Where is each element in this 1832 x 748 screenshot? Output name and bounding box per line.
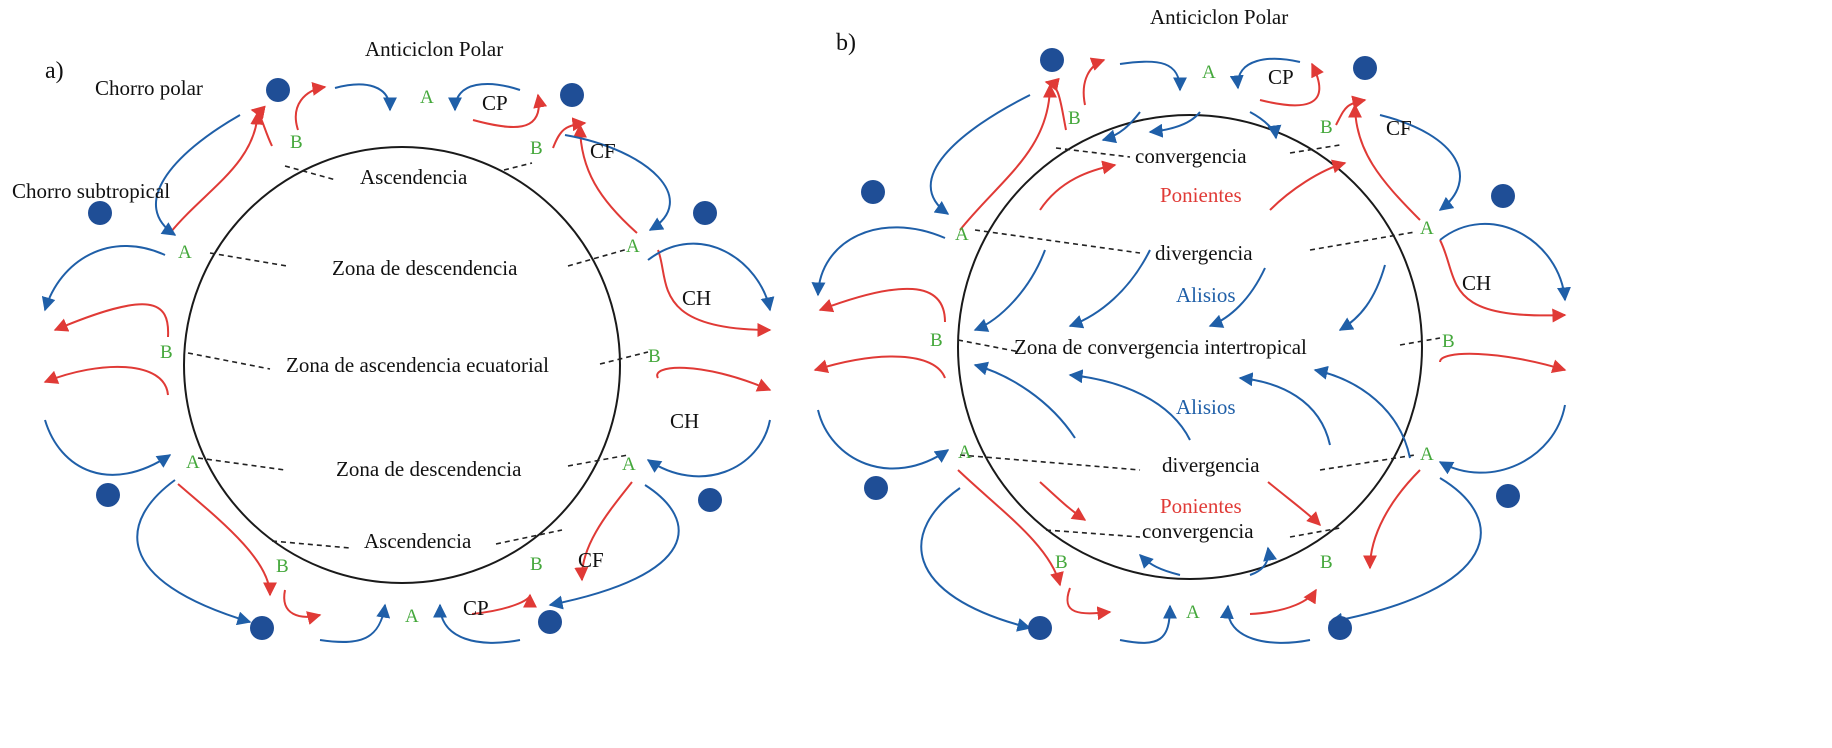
- jet-marker-icon: [1028, 616, 1052, 640]
- jet-marker-icon: [560, 83, 584, 107]
- jet-markers-b: [861, 48, 1520, 640]
- polar-jet-label: Chorro polar: [95, 76, 203, 100]
- pressure-labels-a: A B B A A B B A A B B A: [160, 87, 661, 627]
- high-pressure-label: A: [955, 224, 969, 245]
- high-pressure-label: A: [622, 454, 636, 475]
- low-pressure-label: B: [290, 132, 303, 153]
- subtropical-jet-label: Chorro subtropical: [12, 179, 170, 203]
- jet-marker-icon: [698, 488, 722, 512]
- jet-marker-icon: [1496, 484, 1520, 508]
- low-pressure-label: B: [1320, 117, 1333, 138]
- latitude-dashes-a: [187, 162, 649, 549]
- panel-b: b): [811, 5, 1571, 644]
- cell-cf-label: CF: [590, 139, 616, 163]
- jet-marker-icon: [1491, 184, 1515, 208]
- jet-marker-icon: [1353, 56, 1377, 80]
- convergence-label: convergencia: [1135, 144, 1247, 168]
- jet-marker-icon: [96, 483, 120, 507]
- jet-marker-icon: [250, 616, 274, 640]
- high-pressure-label: A: [958, 442, 972, 463]
- blue-flow-a: [41, 83, 775, 644]
- low-pressure-label: B: [1320, 552, 1333, 573]
- westerlies-label: Ponientes: [1160, 183, 1242, 207]
- globe-a: [183, 146, 621, 584]
- cell-ch-label: CH: [682, 286, 711, 310]
- cell-cp-label: CP: [463, 596, 489, 620]
- high-pressure-label: A: [1420, 218, 1434, 239]
- cell-cp-label: CP: [482, 91, 508, 115]
- cell-cf-label: CF: [578, 548, 604, 572]
- divergence-label: divergencia: [1155, 241, 1253, 265]
- jet-marker-icon: [864, 476, 888, 500]
- descent-zone-label: Zona de descendencia: [336, 457, 522, 481]
- low-pressure-label: B: [160, 342, 173, 363]
- cell-ch-label: CH: [1462, 271, 1491, 295]
- westerlies-label: Ponientes: [1160, 494, 1242, 518]
- latitude-dashes-b: [957, 144, 1441, 538]
- high-pressure-label: A: [1202, 62, 1216, 83]
- high-pressure-label: A: [178, 242, 192, 263]
- jet-marker-icon: [266, 78, 290, 102]
- low-pressure-label: B: [1442, 331, 1455, 352]
- cell-cf-label: CF: [1386, 116, 1412, 140]
- panel-a-tag: a): [45, 58, 64, 84]
- ascent-label: Ascendencia: [364, 529, 472, 553]
- low-pressure-label: B: [930, 330, 943, 351]
- cell-ch-label: CH: [670, 409, 699, 433]
- jet-marker-icon: [861, 180, 885, 204]
- descent-zone-label: Zona de descendencia: [332, 256, 518, 280]
- jet-marker-icon: [1328, 616, 1352, 640]
- trades-label: Alisios: [1176, 395, 1236, 419]
- low-pressure-label: B: [276, 556, 289, 577]
- convergence-label: convergencia: [1142, 519, 1254, 543]
- low-pressure-label: B: [530, 554, 543, 575]
- anticyclone-label: Anticiclon Polar: [1150, 5, 1288, 29]
- trades-label: Alisios: [1176, 283, 1236, 307]
- low-pressure-label: B: [1068, 108, 1081, 129]
- panel-a: a): [12, 37, 775, 644]
- ascent-label: Ascendencia: [360, 165, 468, 189]
- jet-markers-a: [88, 78, 722, 640]
- high-pressure-label: A: [186, 452, 200, 473]
- high-pressure-label: A: [420, 87, 434, 108]
- divergence-label: divergencia: [1162, 453, 1260, 477]
- high-pressure-label: A: [405, 606, 419, 627]
- jet-marker-icon: [88, 201, 112, 225]
- red-flow-a: [43, 81, 772, 625]
- high-pressure-label: A: [626, 236, 640, 257]
- jet-marker-icon: [693, 201, 717, 225]
- low-pressure-label: B: [1055, 552, 1068, 573]
- red-flow-b: [813, 57, 1567, 621]
- itcz-label: Zona de convergencia intertropical: [1014, 335, 1307, 359]
- low-pressure-label: B: [648, 346, 661, 367]
- equatorial-ascent-label: Zona de ascendencia ecuatorial: [286, 353, 549, 377]
- cell-cp-label: CP: [1268, 65, 1294, 89]
- jet-marker-icon: [1040, 48, 1064, 72]
- low-pressure-label: B: [530, 138, 543, 159]
- pressure-labels-b: A B B A A B B A A B B A: [930, 62, 1455, 623]
- panel-b-tag: b): [836, 30, 856, 56]
- high-pressure-label: A: [1186, 602, 1200, 623]
- globe-b: [957, 114, 1423, 580]
- blue-flow-b: [811, 57, 1571, 644]
- anticyclone-label: Anticiclon Polar: [365, 37, 503, 61]
- jet-marker-icon: [538, 610, 562, 634]
- high-pressure-label: A: [1420, 444, 1434, 465]
